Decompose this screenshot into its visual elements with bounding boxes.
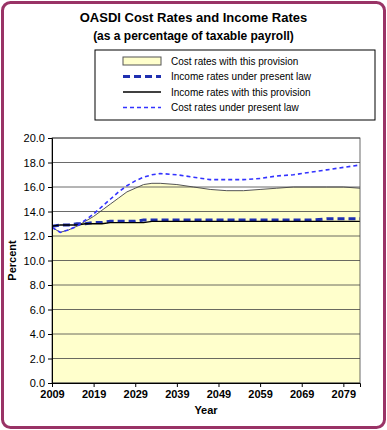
y-tick: 12.0: [24, 230, 52, 242]
x-axis-title: Year: [194, 404, 218, 416]
y-axis-line: [48, 139, 53, 384]
x-tick-label: 2059: [248, 388, 272, 400]
line-marks: [52, 165, 360, 232]
legend-label: Cost rates with this provision: [171, 56, 298, 67]
x-tick-mark: [94, 383, 95, 387]
legend-label: Income rates with this provision: [171, 87, 311, 98]
grid-line: [52, 236, 360, 237]
x-tick: 2069: [290, 383, 314, 400]
y-tick-mark: [48, 285, 52, 286]
y-tick-label: 8.0: [30, 279, 45, 291]
grid-line: [52, 309, 360, 310]
x-tick-label: 2069: [290, 388, 314, 400]
x-tick: 2029: [124, 383, 148, 400]
x-tick-mark: [218, 383, 219, 387]
plot-area: [52, 138, 360, 383]
plot-frame: [52, 138, 360, 383]
y-tick: 2.0: [30, 353, 52, 365]
x-tick-label: 2029: [124, 388, 148, 400]
line: [52, 221, 360, 226]
x-tick: 2009: [40, 383, 64, 400]
y-tick: 14.0: [24, 206, 52, 218]
y-tick: 18.0: [24, 157, 52, 169]
y-tick: 20.0: [24, 132, 52, 144]
area-edge: [52, 183, 360, 232]
y-axis-title: Percent: [6, 240, 18, 281]
y-tick-mark: [48, 187, 52, 188]
x-tick: 2079: [332, 383, 356, 400]
x-tick-label: 2019: [82, 388, 106, 400]
x-tick-label: 2039: [165, 388, 189, 400]
y-tick-label: 18.0: [24, 157, 45, 169]
frame: [3, 3, 385, 428]
y-tick: 6.0: [30, 304, 52, 316]
x-tick-mark: [260, 383, 261, 387]
x-tick-mark: [52, 383, 53, 387]
y-tick-label: 10.0: [24, 255, 45, 267]
y-tick-label: 6.0: [30, 304, 45, 316]
legend-swatch: [123, 91, 161, 92]
chart: OASDI Cost Rates and Income Rates (as a p…: [0, 0, 387, 430]
y-tick-label: 16.0: [24, 181, 45, 193]
title: OASDI Cost Rates and Income Rates: [80, 10, 308, 25]
grid-line: [52, 211, 360, 212]
legend-swatch: [123, 57, 161, 65]
legend-label: Cost rates under present law: [171, 102, 300, 113]
x-tick-label: 2009: [40, 388, 64, 400]
grid-line: [52, 358, 360, 359]
x-axis-line: [53, 384, 361, 388]
grid-line: [52, 260, 360, 261]
grid: [52, 138, 360, 383]
x-tick-mark: [343, 383, 344, 387]
y-tick-label: 2.0: [30, 353, 45, 365]
grid-line: [52, 187, 360, 188]
area: [52, 183, 360, 383]
line: [52, 219, 360, 226]
x-axis: 2009 2019 2029 2039 2049 2059 2069 2079: [40, 383, 360, 400]
x-tick: 2039: [165, 383, 189, 400]
y-tick: 16.0: [24, 181, 52, 193]
y-tick-label: 4.0: [30, 328, 45, 340]
legend-swatch: [123, 107, 161, 109]
x-tick: 2019: [82, 383, 106, 400]
legend-box: [95, 50, 375, 120]
y-tick-mark: [48, 334, 52, 335]
y-tick-mark: [48, 138, 52, 139]
y-tick-mark: [48, 163, 52, 164]
x-tick-mark: [177, 383, 178, 387]
y-tick-mark: [48, 310, 52, 311]
x-tick: 2059: [248, 383, 272, 400]
y-tick-mark: [48, 212, 52, 213]
y-tick: 4.0: [30, 328, 52, 340]
grid-line: [52, 334, 360, 335]
y-tick: 10.0: [24, 255, 52, 267]
line: [52, 165, 360, 232]
y-tick-mark: [48, 359, 52, 360]
y-tick-label: 12.0: [24, 230, 45, 242]
y-tick-mark: [48, 236, 52, 237]
x-tick-mark: [302, 383, 303, 387]
subtitle: (as a percentage of taxable payroll): [93, 29, 294, 43]
grid-line: [52, 285, 360, 286]
x-tick-label: 2049: [207, 388, 231, 400]
legend: Cost rates with this provision Income rat…: [95, 50, 375, 120]
legend-label: Income rates under present law: [171, 71, 312, 82]
y-tick-label: 20.0: [24, 132, 45, 144]
y-axis: 0.02.04.06.08.010.012.014.016.018.020.0: [24, 132, 53, 389]
y-tick: 8.0: [30, 279, 52, 291]
x-tick-mark: [135, 383, 136, 387]
y-tick-mark: [48, 383, 52, 384]
marks: [52, 183, 360, 383]
legend-swatch: [123, 75, 161, 78]
x-tick: 2049: [207, 383, 231, 400]
grid-line: [52, 162, 360, 163]
x-tick-label: 2079: [332, 388, 356, 400]
y-tick-mark: [48, 261, 52, 262]
y-tick-label: 14.0: [24, 206, 45, 218]
